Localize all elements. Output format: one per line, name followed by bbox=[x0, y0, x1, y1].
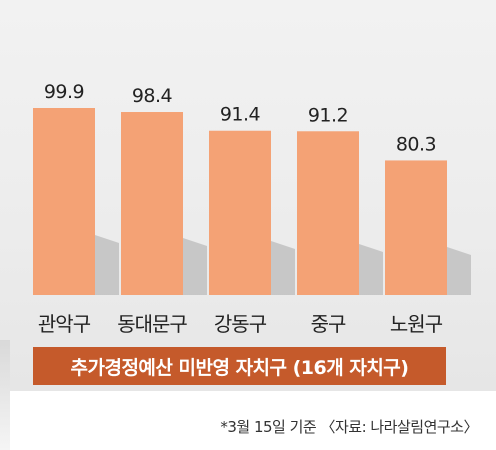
bar-동대문구 bbox=[121, 112, 183, 295]
category-label: 중구 bbox=[311, 312, 346, 336]
bar-노원구 bbox=[385, 160, 447, 295]
data-label: 98.4 bbox=[132, 85, 173, 107]
bar-chart: 99.9 관악구 98.4 동대문구 91.4 강동구 91.2 중구 80.3 노원구 bbox=[33, 81, 471, 336]
bar-shadow bbox=[447, 247, 471, 295]
data-label: 99.9 bbox=[44, 81, 84, 103]
labels-layer: 99.9 관악구 98.4 동대문구 91.4 강동구 91.2 중구 80.3 노원구 bbox=[38, 81, 444, 336]
bars-layer bbox=[33, 108, 471, 295]
bar-shadow bbox=[271, 241, 295, 295]
category-label: 동대문구 bbox=[117, 312, 187, 336]
bar-shadow bbox=[95, 235, 119, 295]
bar-관악구 bbox=[33, 108, 95, 295]
page-edge bbox=[0, 340, 10, 450]
bar-shadow bbox=[183, 238, 207, 295]
category-label: 관악구 bbox=[38, 312, 91, 336]
bar-강동구 bbox=[209, 130, 271, 295]
category-label: 노원구 bbox=[390, 312, 443, 336]
data-label: 91.2 bbox=[308, 104, 348, 126]
bar-shadow bbox=[359, 244, 383, 295]
bar-중구 bbox=[297, 131, 359, 295]
category-label: 강동구 bbox=[214, 312, 267, 336]
data-label: 91.4 bbox=[220, 104, 261, 126]
chart-banner: 추가경정예산 미반영 자치구 (16개 자치구) bbox=[33, 347, 446, 385]
data-label: 80.3 bbox=[396, 133, 436, 155]
source-footnote: *3월 15일 기준 〈자료: 나라살림연구소〉 bbox=[220, 418, 478, 436]
